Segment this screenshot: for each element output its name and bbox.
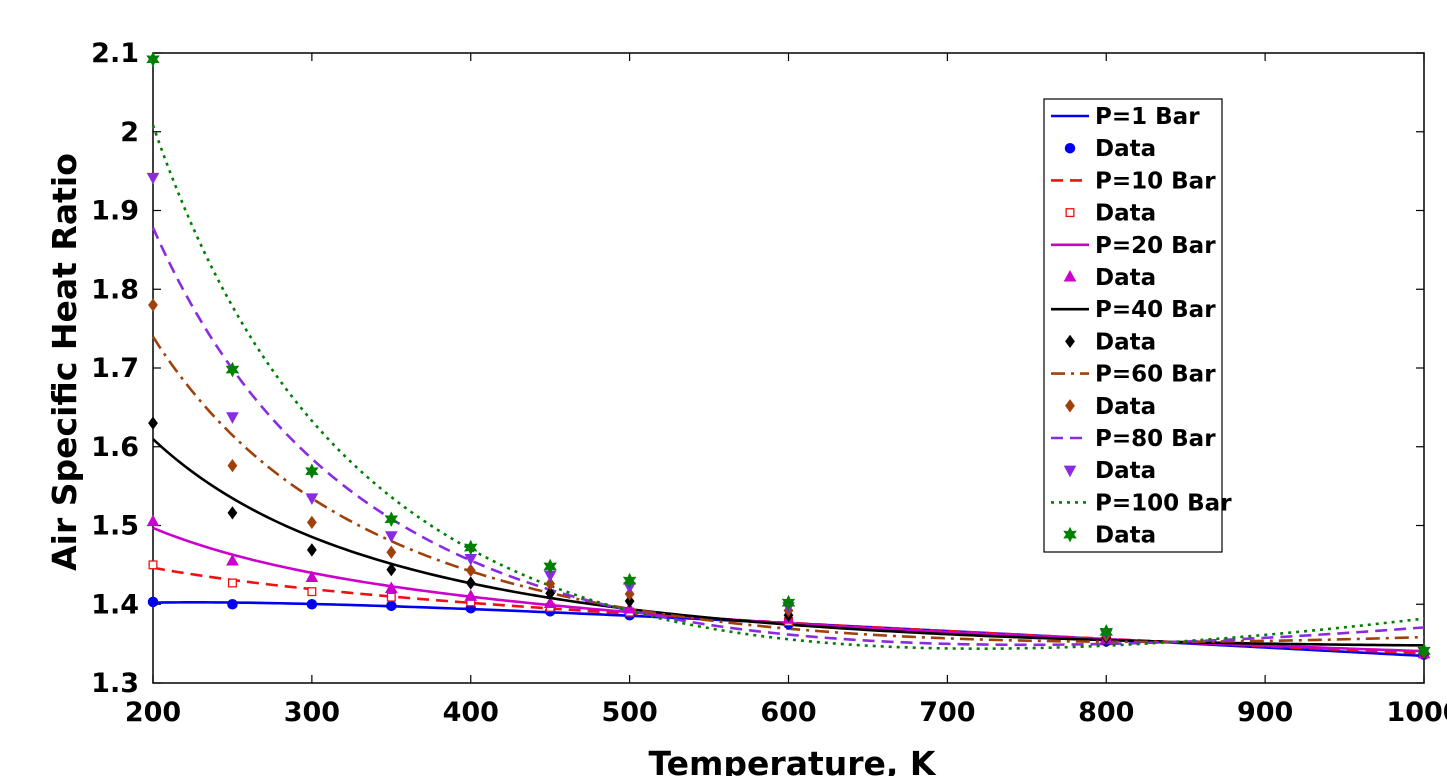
legend-label-0: P=1 Bar <box>1095 104 1200 130</box>
data-point-4-3 <box>386 545 397 559</box>
x-tick-label: 200 <box>125 697 181 728</box>
data-point-3-2 <box>306 543 317 557</box>
data-point-2-1 <box>226 553 239 566</box>
data-point-4-6 <box>624 587 635 601</box>
data-point-6-1 <box>225 361 240 378</box>
data-point-4-5 <box>545 577 556 591</box>
y-tick-label: 1.5 <box>91 511 139 542</box>
y-tick-label: 1.3 <box>91 668 139 699</box>
legend-marker-0 <box>1064 142 1076 154</box>
legend-data-label-2: Data <box>1095 265 1156 291</box>
data-point-0-0 <box>147 596 159 608</box>
data-point-0-2 <box>306 599 318 610</box>
x-tick-label: 700 <box>919 697 975 728</box>
legend-label-2: P=20 Bar <box>1095 233 1216 259</box>
ticks <box>152 52 1425 684</box>
legend-data-label-1: Data <box>1095 201 1156 227</box>
legend-marker-5 <box>1063 465 1077 478</box>
data-point-6-7 <box>781 594 796 611</box>
data-point-6-2 <box>305 463 319 480</box>
series-markers <box>146 51 1431 660</box>
data-point-5-2 <box>305 493 319 505</box>
x-tick-label: 300 <box>284 697 340 728</box>
series-line-5 <box>151 227 1425 647</box>
data-point-6-6 <box>622 572 637 589</box>
data-point-1-1 <box>227 578 237 588</box>
legend-marker-2 <box>1063 270 1077 282</box>
x-tick-label: 500 <box>601 697 657 728</box>
data-point-3-5 <box>545 586 556 600</box>
x-tick-label: 600 <box>760 697 816 728</box>
data-point-4-4 <box>465 563 476 578</box>
data-point-4-0 <box>148 298 158 312</box>
legend-marker-1 <box>1065 208 1075 218</box>
y-tick-label: 1.9 <box>91 196 139 227</box>
data-point-1-0 <box>148 560 158 570</box>
data-point-5-1 <box>226 412 239 424</box>
x-tick-label: 400 <box>443 697 499 728</box>
data-point-2-0 <box>146 514 160 527</box>
legend-data-label-6: Data <box>1095 523 1156 549</box>
legend-label-1: P=10 Bar <box>1095 168 1216 194</box>
data-point-6-3 <box>384 511 399 528</box>
data-point-6-9 <box>1417 642 1431 659</box>
y-tick-label: 1.4 <box>91 589 139 620</box>
data-point-3-6 <box>624 594 635 608</box>
plot-area <box>152 52 1425 684</box>
legend-marker-4 <box>1065 399 1075 413</box>
x-axis-label: Temperature, K <box>649 744 937 776</box>
tick-labels: 200 300 400 500 600 700 800 900 1000 1.3 1.4 1.5 1.6… <box>91 38 1447 728</box>
data-point-2-4 <box>464 589 478 601</box>
legend-data-label-5: Data <box>1095 458 1156 484</box>
x-tick-label: 800 <box>1078 697 1134 728</box>
data-point-5-0 <box>146 172 160 185</box>
data-point-3-4 <box>465 576 476 590</box>
data-point-0-3 <box>386 600 397 612</box>
data-point-5-4 <box>464 554 478 566</box>
data-point-6-0 <box>146 51 160 68</box>
y-tick-label: 2 <box>120 117 139 148</box>
x-tick-label: 900 <box>1237 697 1293 728</box>
legend-marker-6 <box>1063 526 1077 543</box>
legend-label-6: P=100 Bar <box>1095 490 1232 516</box>
data-point-5-5 <box>543 570 557 583</box>
data-point-1-3 <box>386 592 396 602</box>
legend-label-4: P=60 Bar <box>1095 362 1216 388</box>
data-point-3-1 <box>227 506 238 520</box>
data-point-2-5 <box>543 596 557 609</box>
legend: P=1 Bar Data P=10 Bar Data P=20 Bar Data P=40 … <box>1043 98 1232 553</box>
legend-label-3: P=40 Bar <box>1095 297 1216 323</box>
data-point-1-2 <box>307 587 317 597</box>
data-point-3-0 <box>148 416 158 430</box>
data-point-6-5 <box>543 558 558 575</box>
y-tick-label: 1.7 <box>91 353 139 384</box>
legend-label-5: P=80 Bar <box>1095 426 1216 452</box>
y-tick-label: 2.1 <box>91 38 139 69</box>
legend-data-label-0: Data <box>1095 136 1156 162</box>
data-point-4-2 <box>306 515 317 529</box>
legend-box <box>1043 98 1223 553</box>
legend-data-label-3: Data <box>1095 329 1156 355</box>
data-point-6-4 <box>463 539 478 556</box>
x-tick-label: 1000 <box>1386 697 1447 728</box>
data-point-3-3 <box>386 562 397 577</box>
y-tick-label: 1.6 <box>91 432 139 463</box>
data-point-0-1 <box>227 599 238 610</box>
legend-data-label-4: Data <box>1095 394 1156 420</box>
data-point-4-1 <box>227 459 238 473</box>
data-point-2-3 <box>385 581 398 594</box>
y-tick-label: 1.8 <box>91 274 139 305</box>
y-axis-label: Air Specific Heat Ratio <box>45 153 84 571</box>
data-point-2-2 <box>305 570 319 583</box>
data-point-6-8 <box>1099 623 1114 640</box>
data-point-5-3 <box>385 531 398 543</box>
legend-marker-3 <box>1065 334 1075 349</box>
